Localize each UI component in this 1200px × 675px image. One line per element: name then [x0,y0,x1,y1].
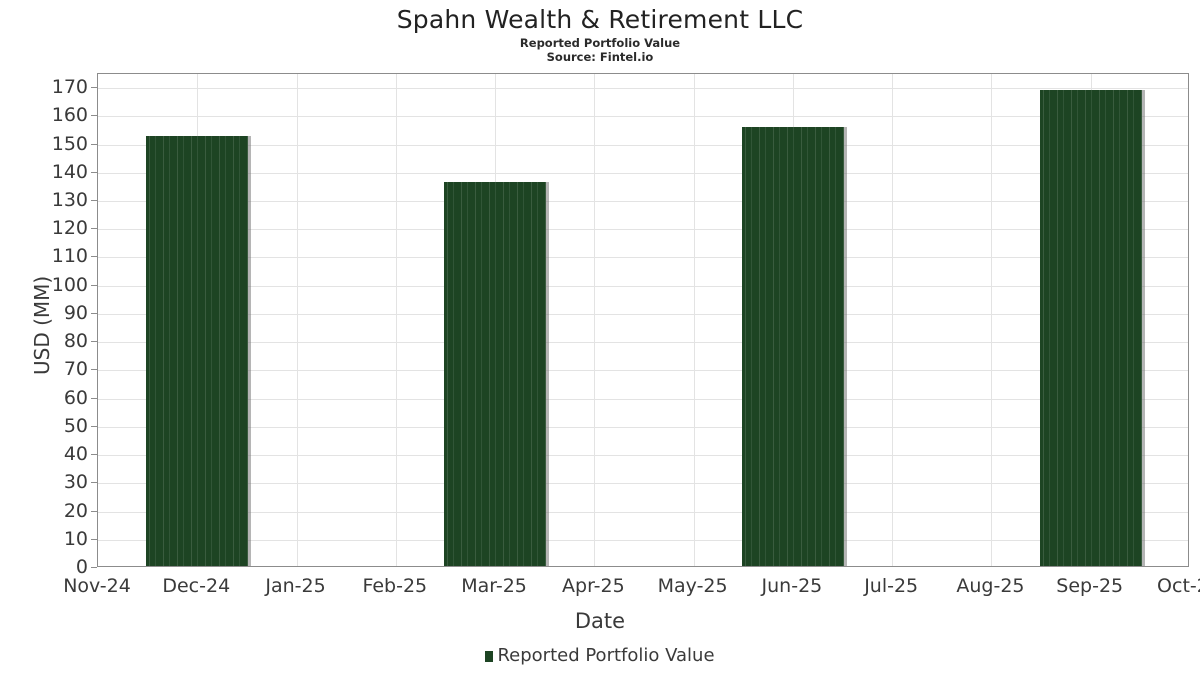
x-tick-label: Dec-24 [162,575,231,597]
bar[interactable] [146,135,249,566]
y-gridline [98,116,1188,118]
x-tick-label: Jul-25 [864,575,919,597]
y-tick-label: 0 [75,556,88,578]
y-gridline [98,342,1188,344]
y-tick-mark [91,284,97,286]
y-tick-label: 120 [51,217,88,240]
y-tick-mark [91,454,97,456]
legend-label: Reported Portfolio Value [497,645,715,666]
legend-swatch-icon [485,650,494,662]
chart-subtitle: Reported Portfolio Value [519,36,681,50]
y-tick-mark [91,425,97,427]
y-gridline [98,313,1188,315]
y-tick-mark [91,171,97,173]
bar[interactable] [1039,90,1142,566]
y-tick-mark [91,397,97,399]
y-tick-label: 90 [63,301,88,324]
x-tick-label: Aug-25 [956,575,1025,597]
x-gridline [991,74,993,566]
y-tick-label: 170 [51,76,88,99]
y-tick-label: 10 [63,527,88,550]
x-tick-label: Mar-25 [461,575,527,597]
y-tick-mark [91,228,97,230]
y-tick-mark [91,143,97,145]
x-gridline [693,74,695,566]
x-tick-label: Sep-25 [1056,575,1124,597]
bar[interactable] [741,127,844,566]
y-gridline [98,229,1188,231]
y-gridline [98,144,1188,146]
y-gridline [98,483,1188,485]
y-tick-label: 50 [63,414,88,437]
x-tick-label: Apr-25 [562,575,625,597]
x-tick-label: Jan-25 [265,575,326,597]
y-tick-mark [91,369,97,371]
y-gridline [98,398,1188,400]
y-tick-mark [91,256,97,258]
x-gridline [892,74,894,566]
y-gridline [98,370,1188,372]
y-tick-mark [91,115,97,117]
x-axis-title: Date [574,609,626,633]
chart-legend: Reported Portfolio Value [0,646,1200,666]
y-tick-mark [91,567,97,568]
x-tick-label: Jun-25 [761,575,823,597]
y-tick-label: 130 [51,189,88,212]
x-tick-label: Oct-25 [1157,575,1200,597]
y-tick-label: 30 [63,471,88,494]
y-tick-label: 20 [63,499,88,522]
y-gridline [98,285,1188,287]
y-gridline [98,426,1188,428]
y-gridline [98,201,1188,203]
y-gridline [98,455,1188,457]
y-tick-label: 40 [63,443,88,466]
x-tick-label: Feb-25 [362,575,428,597]
plot-area [97,73,1189,567]
y-tick-mark [91,312,97,314]
y-tick-mark [91,482,97,484]
y-gridline [98,172,1188,174]
x-gridline [594,74,596,566]
x-gridline [395,74,397,566]
y-gridline [98,257,1188,259]
y-gridline [98,88,1188,90]
y-tick-label: 70 [63,358,88,381]
y-tick-label: 150 [51,132,88,155]
chart-title: Spahn Wealth & Retirement LLC [396,5,804,34]
y-tick-mark [91,510,97,512]
y-tick-label: 110 [51,245,88,268]
y-tick-label: 100 [51,273,88,296]
x-tick-label: Nov-24 [63,575,131,597]
y-tick-mark [91,87,97,89]
y-tick-label: 140 [51,160,88,183]
x-gridline [296,74,298,566]
y-tick-mark [91,341,97,343]
y-gridline [98,539,1188,541]
x-tick-label: May-25 [657,575,728,597]
bar[interactable] [444,181,547,566]
chart-source: Source: Fintel.io [546,50,654,64]
title-block: Spahn Wealth & Retirement LLC Reported P… [0,0,1200,64]
y-tick-mark [91,538,97,540]
y-gridline [98,511,1188,513]
y-tick-mark [91,200,97,202]
y-tick-label: 60 [63,386,88,409]
y-tick-label: 80 [63,330,88,353]
y-tick-label: 160 [51,104,88,127]
